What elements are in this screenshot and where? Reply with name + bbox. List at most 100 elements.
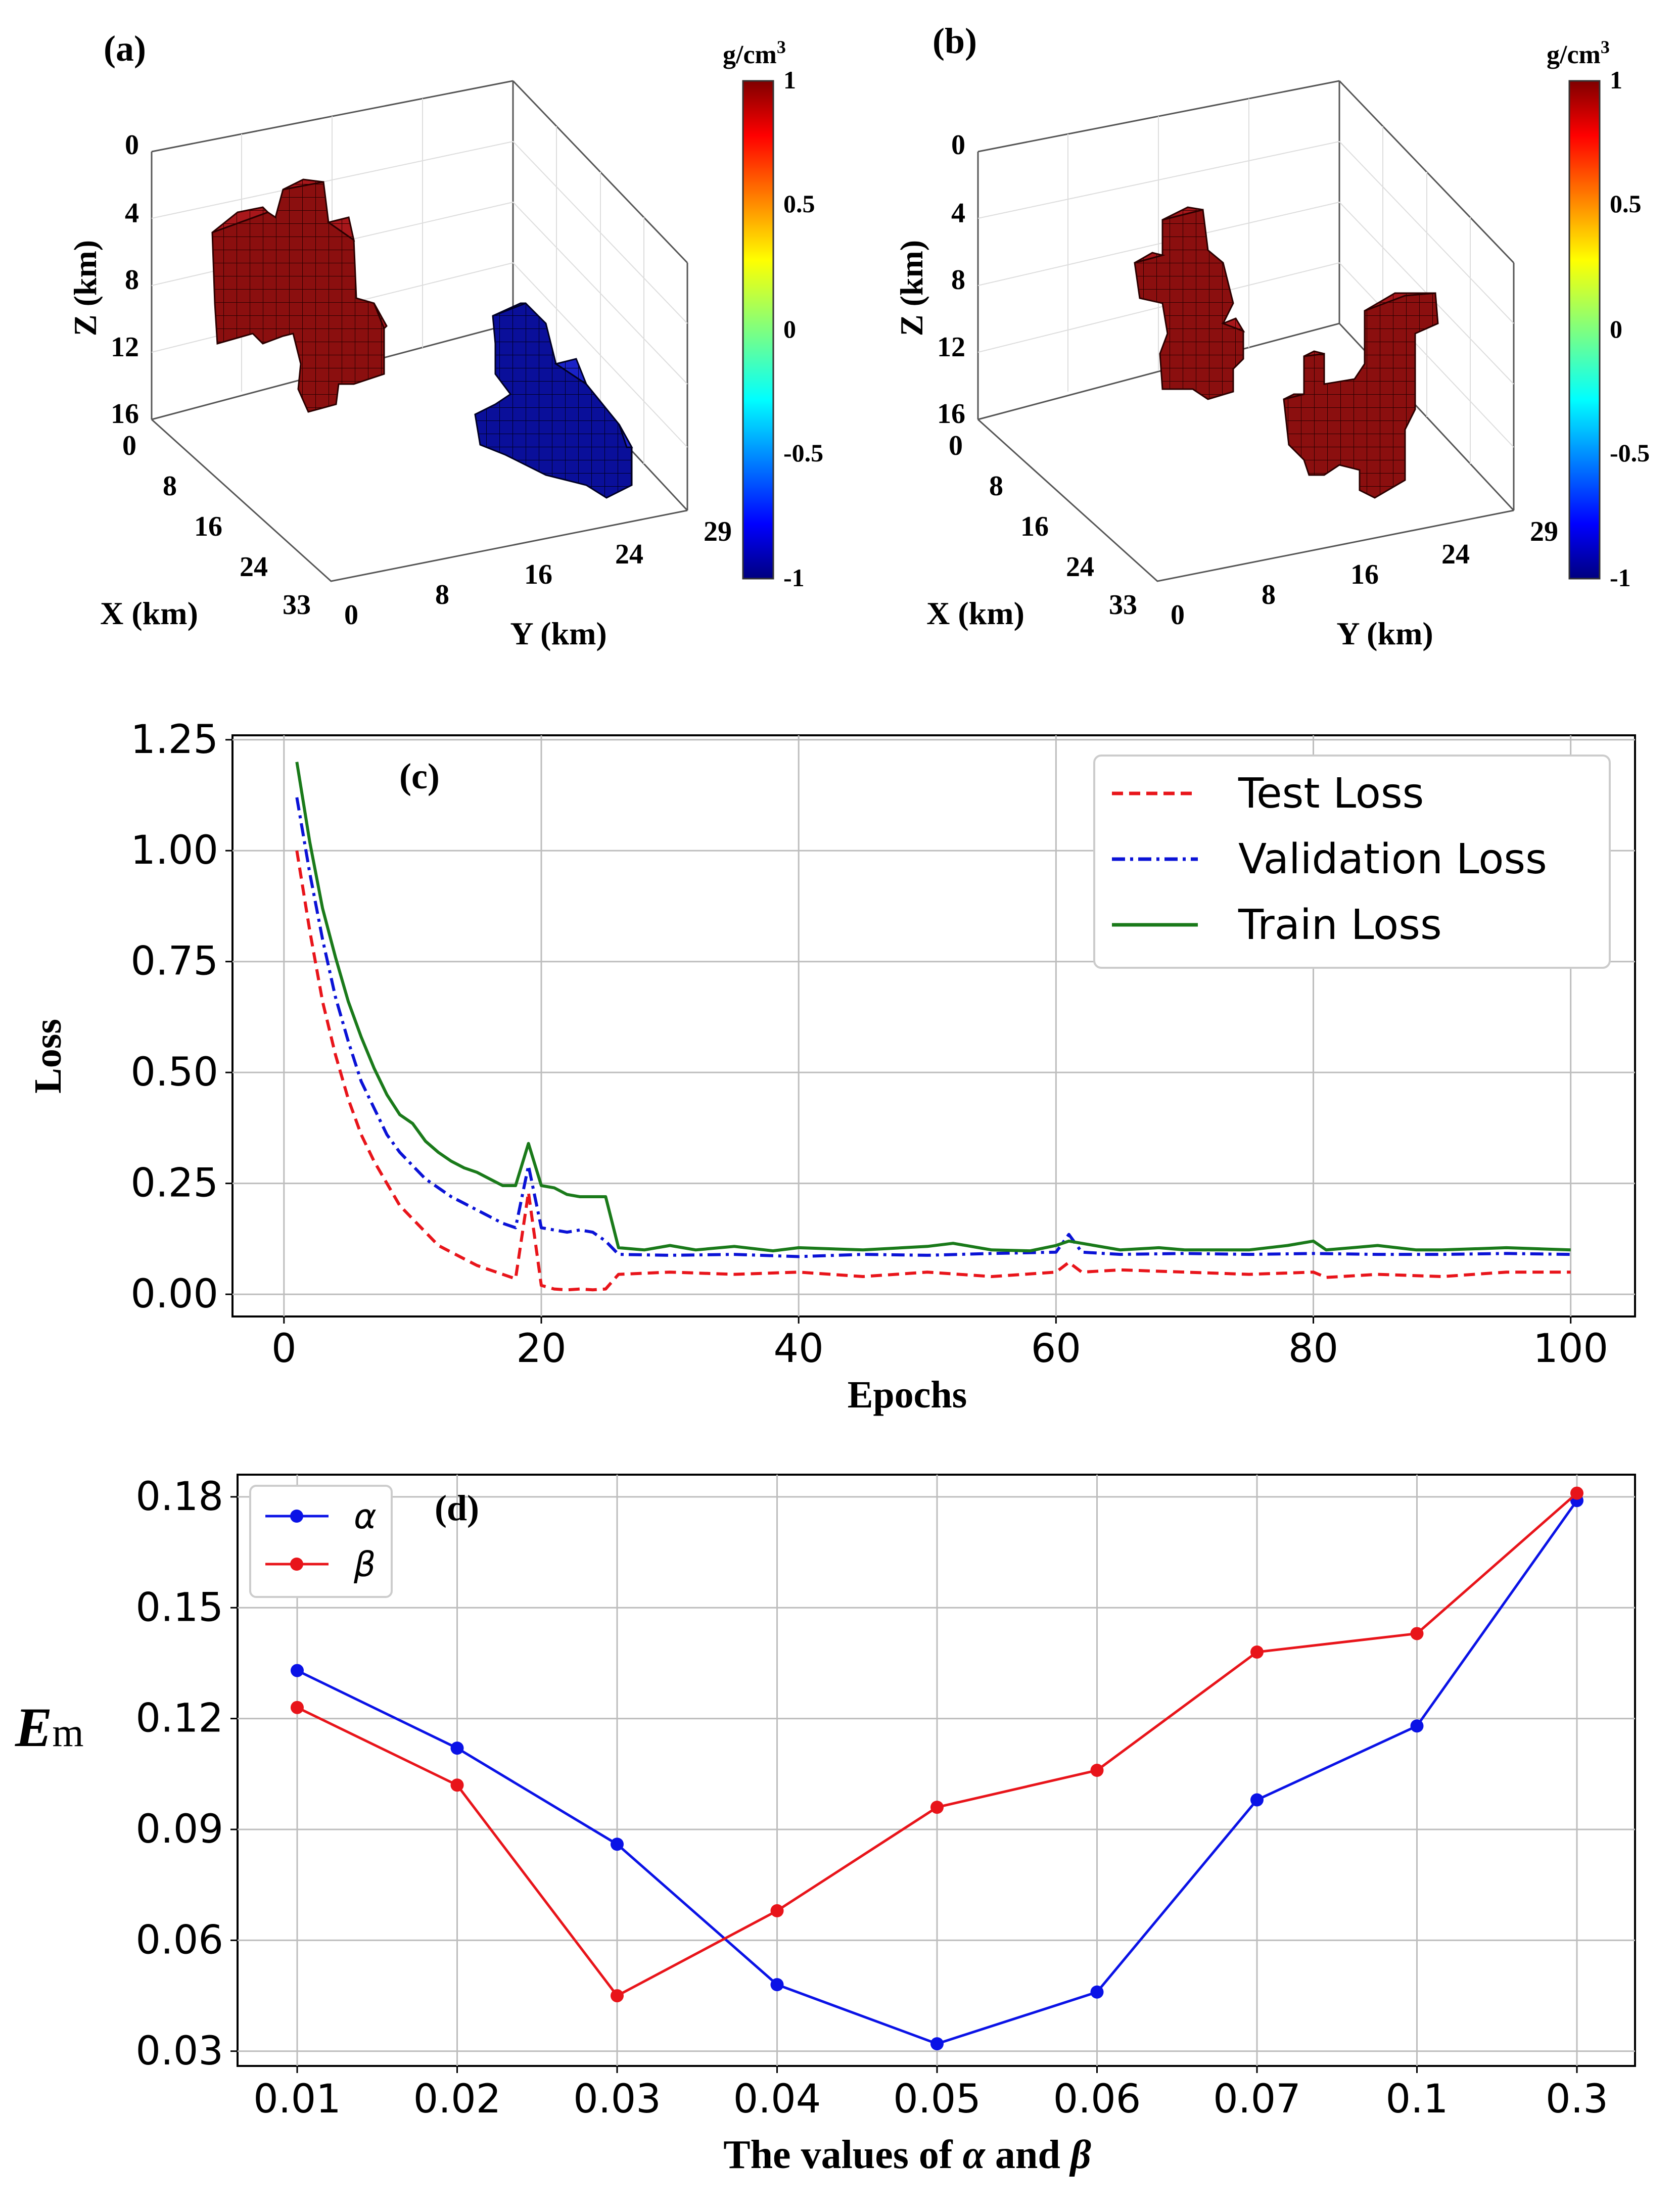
em-series-point <box>1090 1985 1104 1999</box>
panel-a-colorbar-bar <box>742 80 774 580</box>
panel-b-colorbar-tick: 1 <box>1610 66 1622 94</box>
em-chart-series <box>291 1486 1583 2051</box>
panel-a-z-tick: 8 <box>125 264 139 296</box>
loss-chart-x-tick-label: 0 <box>271 1326 297 1372</box>
panel-a-x-tick: 33 <box>283 589 311 621</box>
em-chart-x-tick-label: 0.1 <box>1385 2077 1448 2122</box>
panel-b-body-positive-2 <box>1283 292 1439 499</box>
em-chart-y-tick-label: 0.06 <box>135 1917 223 1963</box>
panel-a-z-tick: 16 <box>111 398 139 430</box>
panel-b-z-tick: 12 <box>937 332 965 363</box>
panel-b-colorbar-bar <box>1568 80 1601 580</box>
loss-chart-y-tick-label: 1.25 <box>130 717 218 763</box>
panel-a-body-negative-top <box>492 302 633 448</box>
panel-b-label: (b) <box>932 21 977 61</box>
panel-a-x-tick: 0 <box>122 430 136 461</box>
panel-a-label: (a) <box>104 28 146 69</box>
panel-b-z-tick: 16 <box>937 398 965 430</box>
panel-b-y-ticks: 0 8 16 24 29 <box>1171 516 1558 631</box>
loss-chart-x-tick-label: 100 <box>1533 1326 1608 1372</box>
em-series-point <box>930 1801 944 1814</box>
em-chart-y-tick-label: 0.15 <box>135 1585 223 1630</box>
panel-b-z-ticks: 0 4 8 12 16 <box>937 129 965 430</box>
panel-b-x-tick: 24 <box>1066 551 1094 583</box>
panel-b-x-label: X (km) <box>926 595 1024 631</box>
em-chart-y-tick-label: 0.03 <box>135 2029 223 2074</box>
loss-chart-y-tick-label: 0.75 <box>130 939 218 984</box>
panel-b-x-tick: 8 <box>989 470 1003 502</box>
panel-b-x-tick: 33 <box>1109 589 1137 621</box>
em-chart-y-tick-label: 0.09 <box>135 1807 223 1852</box>
em-chart-x-tick-label: 0.02 <box>413 2077 501 2122</box>
panel-b-colorbar: g/cm3 1 0.5 0 -0.5 -1 <box>1547 37 1650 592</box>
panel-a-y-tick: 29 <box>704 516 732 547</box>
panel-a-y-tick: 16 <box>524 559 552 590</box>
panel-a-x-tick: 24 <box>240 551 268 583</box>
panel-a-colorbar-tick: -0.5 <box>783 439 823 467</box>
em-chart-legend-box <box>249 1485 393 1598</box>
panel-a-y-tick: 24 <box>615 539 643 570</box>
loss-legend-label: Train Loss <box>1238 901 1442 949</box>
em-legend-marker <box>290 1510 303 1523</box>
panel-b-floor-edges <box>977 418 1514 582</box>
loss-series-line <box>295 762 1571 1253</box>
panel-d-label: (d) <box>435 1488 479 1528</box>
em-series-point <box>450 1778 464 1792</box>
panel-b-box <box>977 80 1515 582</box>
panel-b-body-positive-1 <box>1134 206 1245 400</box>
em-chart-y-ticks: 0.03 0.06 0.09 0.12 0.15 0.18 <box>135 1474 238 2074</box>
loss-chart-ylabel: Loss <box>27 1019 69 1094</box>
panel-a-colorbar-tick: -1 <box>783 563 805 592</box>
panel-b-gridlines <box>977 99 1514 464</box>
panel-b-body-positive-2-top <box>1283 292 1436 400</box>
em-chart-y-tick-label: 0.12 <box>135 1696 223 1742</box>
em-series-point <box>1090 1764 1104 1777</box>
panel-a-body-positive-top <box>212 178 388 330</box>
loss-chart-xlabel: Epochs <box>848 1374 967 1416</box>
em-chart-y-tick-label: 0.18 <box>135 1474 223 1520</box>
panel-b-y-tick: 16 <box>1350 559 1379 590</box>
em-legend-marker <box>290 1558 303 1571</box>
panel-c-label: (c) <box>399 756 440 796</box>
loss-chart-y-tick-label: 0.00 <box>130 1272 218 1317</box>
panel-b-x-ticks: 0 8 16 24 33 <box>949 430 1137 621</box>
panel-b-body-positive-1-top <box>1134 206 1245 333</box>
loss-chart-x-tick-label: 40 <box>774 1326 824 1372</box>
em-chart-grid <box>238 1475 1635 2066</box>
em-series-point <box>1570 1486 1583 1500</box>
panel-a-body-positive <box>211 178 388 413</box>
em-chart-x-ticks: 0.01 0.02 0.03 0.04 0.05 0.06 0.07 0.1 0.3 <box>253 2066 1608 2122</box>
em-series-point <box>770 1978 784 1992</box>
loss-chart: 0.00 0.25 0.50 0.75 1.00 1.25 0 20 40 60 80 100 (c… <box>27 717 1636 1416</box>
loss-chart-x-tick-label: 80 <box>1288 1326 1338 1372</box>
panel-b-colorbar-tick: 0.5 <box>1610 190 1642 218</box>
em-series-point <box>1410 1719 1424 1733</box>
loss-chart-x-tick-label: 60 <box>1031 1326 1081 1372</box>
panel-a-y-ticks: 0 8 16 24 29 <box>344 516 732 631</box>
panel-b-colorbar-tick: -1 <box>1610 563 1631 592</box>
panel-a: (a) 0 4 8 12 16 Z (km) 0 8 16 2 <box>67 28 823 651</box>
panel-a-z-tick: 12 <box>111 332 139 363</box>
em-series-point <box>450 1742 464 1755</box>
panel-b-colorbar-unit: g/cm3 <box>1547 37 1610 69</box>
panel-b-z-label: Z (km) <box>894 240 929 336</box>
em-series-point <box>770 1904 784 1917</box>
panel-a-colorbar-tick: 0.5 <box>783 190 815 218</box>
loss-chart-series <box>295 762 1571 1292</box>
panel-a-z-tick: 0 <box>125 129 139 161</box>
panel-a-body-negative-front <box>474 302 633 499</box>
loss-series-line <box>295 850 1571 1292</box>
loss-chart-legend-box <box>1093 755 1611 969</box>
panel-a-z-tick: 4 <box>125 198 139 229</box>
panel-b-body-positive-2-front <box>1283 292 1439 499</box>
loss-chart-frame <box>231 734 1636 1317</box>
em-series-point <box>611 1989 624 2003</box>
panel-a-z-ticks: 0 4 8 12 16 <box>111 129 139 430</box>
em-chart-x-tick-label: 0.06 <box>1053 2077 1141 2122</box>
panel-a-z-label: Z (km) <box>67 240 103 336</box>
em-chart-x-tick-label: 0.03 <box>573 2077 661 2122</box>
panel-a-y-tick: 0 <box>344 599 358 631</box>
panel-b-y-tick: 8 <box>1262 579 1276 610</box>
loss-chart-y-tick-label: 1.00 <box>130 828 218 873</box>
em-chart-xlabel: The values of α and β <box>723 2133 1091 2177</box>
